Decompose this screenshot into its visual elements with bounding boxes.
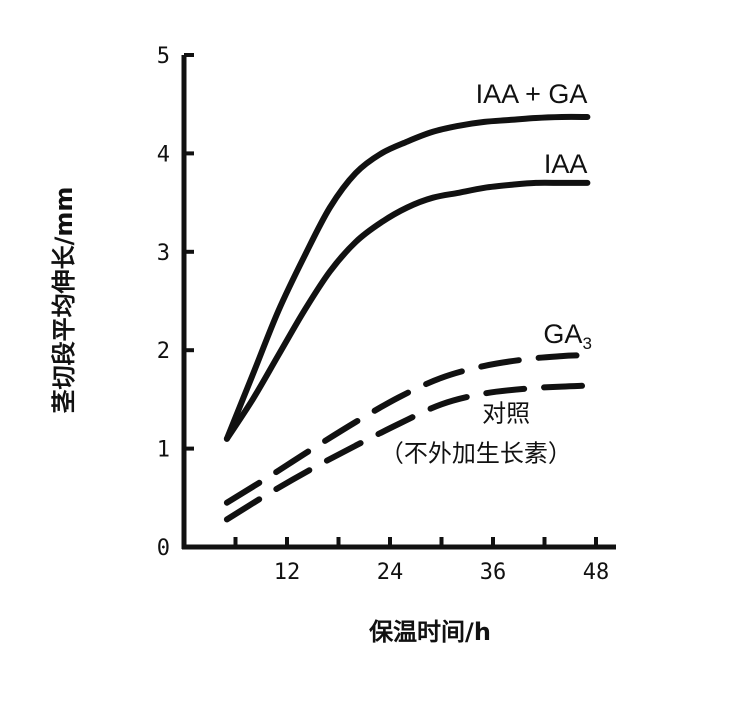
series-labels: IAA + GA IAA GA3 对照 （不外加生长素） — [380, 79, 592, 468]
series-label-iaa: IAA — [544, 149, 588, 179]
x-axis-title: 保温时间/h — [368, 618, 491, 646]
y-tick-label: 4 — [157, 142, 170, 167]
y-tick-label: 5 — [157, 44, 170, 69]
axes — [181, 55, 616, 550]
y-tick-label: 1 — [157, 438, 170, 463]
series-label-control-note: （不外加生长素） — [380, 440, 572, 468]
y-axis-title: 茎切段平均伸长/mm — [50, 187, 78, 414]
series-line-control — [223, 382, 591, 523]
y-tick-label: 3 — [157, 241, 170, 266]
series-label-control: 对照 — [482, 400, 530, 428]
series-label-ga3: GA3 — [543, 319, 591, 353]
series-line-iaa-ga — [223, 113, 591, 442]
x-tick-label: 48 — [583, 560, 610, 585]
x-tick-label: 36 — [480, 560, 507, 585]
series-line-ga3 — [223, 352, 591, 506]
series-label-iaa-ga: IAA + GA — [476, 79, 588, 109]
series-label-ga3-main: GA — [543, 319, 582, 349]
y-tick-label: 0 — [157, 536, 170, 561]
x-tick-label: 12 — [274, 560, 301, 585]
y-tick-label: 2 — [157, 339, 170, 364]
series-lines — [223, 113, 591, 523]
series-label-ga3-subscript: 3 — [582, 334, 591, 353]
series-line-iaa — [223, 179, 591, 442]
x-tick-label: 24 — [377, 560, 404, 585]
